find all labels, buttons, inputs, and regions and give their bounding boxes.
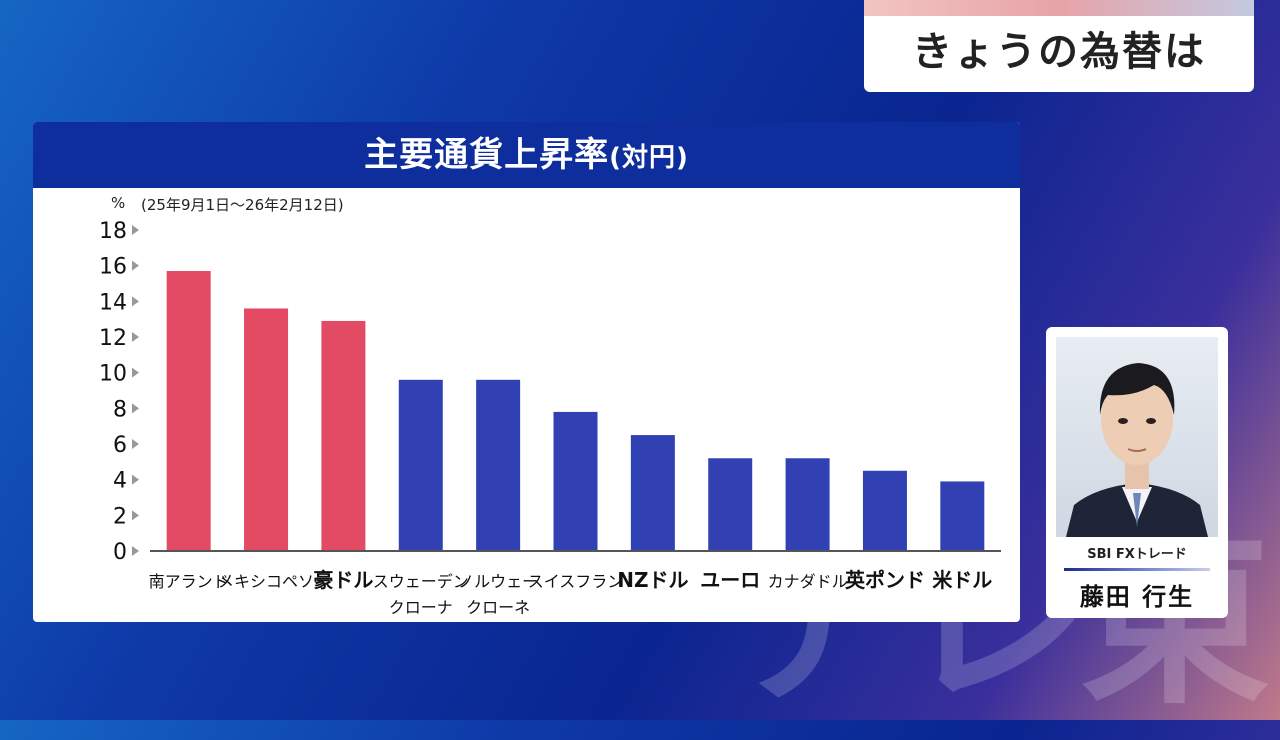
y-tick-label: 6 [113, 433, 127, 458]
bar [166, 271, 211, 551]
y-tick-marker [132, 332, 139, 342]
x-tick-label: 豪ドル [313, 568, 373, 592]
chart-header: 主要通貨上昇率(対円) [33, 122, 1020, 188]
x-tick-label: カナダドル [768, 572, 848, 591]
bar [630, 435, 675, 551]
segment-title: きょうの為替は [912, 29, 1206, 75]
presenter-portrait-icon [1066, 363, 1208, 537]
x-tick-label: 英ポンド [845, 568, 925, 592]
chart-title: 主要通貨上昇率 [364, 135, 610, 175]
x-tick-label: メキシコペソ [218, 572, 314, 591]
bar [940, 481, 985, 551]
chart-panel: 主要通貨上昇率(対円) % (25年9月1日〜26年2月12日) 0 2 4 6 8 10… [33, 122, 1020, 622]
y-tick-label: 0 [113, 540, 127, 565]
y-tick-label: 12 [99, 326, 127, 351]
bar [321, 320, 366, 551]
y-tick-marker [132, 546, 139, 556]
x-tick-label: 米ドル [932, 568, 992, 592]
bar [708, 458, 753, 551]
bar [553, 411, 598, 551]
y-tick-label: 10 [99, 362, 127, 387]
y-tick-marker [132, 439, 139, 449]
presenter-photo [1056, 337, 1218, 537]
x-tick-label: 南アランド [149, 572, 229, 591]
y-unit-label: % [111, 194, 126, 212]
bar [398, 379, 443, 551]
title-accent-bar [864, 0, 1254, 16]
y-tick-marker [132, 296, 139, 307]
x-tick-label: NZドル [617, 568, 688, 592]
segment-title-box: きょうの為替は [864, 0, 1254, 92]
y-tick-label: 18 [99, 219, 127, 244]
x-tick-label: クローナ [389, 598, 453, 617]
period-label: (25年9月1日〜26年2月12日) [141, 196, 344, 214]
bar [785, 458, 830, 551]
y-tick-label: 8 [113, 397, 127, 422]
y-tick-marker [132, 260, 139, 271]
y-tick-label: 14 [99, 290, 127, 315]
x-tick-label: ユーロ [700, 568, 760, 592]
x-tick-label: クローネ [466, 598, 530, 617]
y-tick-marker [132, 367, 139, 378]
x-tick-label: スウェーデン [373, 572, 469, 591]
bar [244, 308, 289, 551]
y-tick-marker [132, 403, 139, 414]
chart-title-suffix: (対円) [609, 143, 689, 173]
bar [862, 470, 907, 551]
presenter-name: 藤田 行生 [1079, 583, 1195, 611]
y-tick-label: 4 [113, 469, 127, 494]
x-tick-label: ノルウェー [458, 572, 538, 591]
y-tick-marker [132, 225, 139, 235]
presenter-card: SBI FXトレード 藤田 行生 [1046, 327, 1228, 618]
y-tick-label: 16 [99, 255, 127, 280]
bar [476, 379, 521, 551]
name-divider [1064, 568, 1210, 571]
y-tick-marker [132, 474, 139, 485]
y-tick-marker [132, 510, 139, 521]
x-tick-label: スイスフラン [528, 572, 624, 591]
y-tick-label: 2 [113, 504, 127, 529]
presenter-company: SBI FXトレード [1087, 547, 1187, 562]
